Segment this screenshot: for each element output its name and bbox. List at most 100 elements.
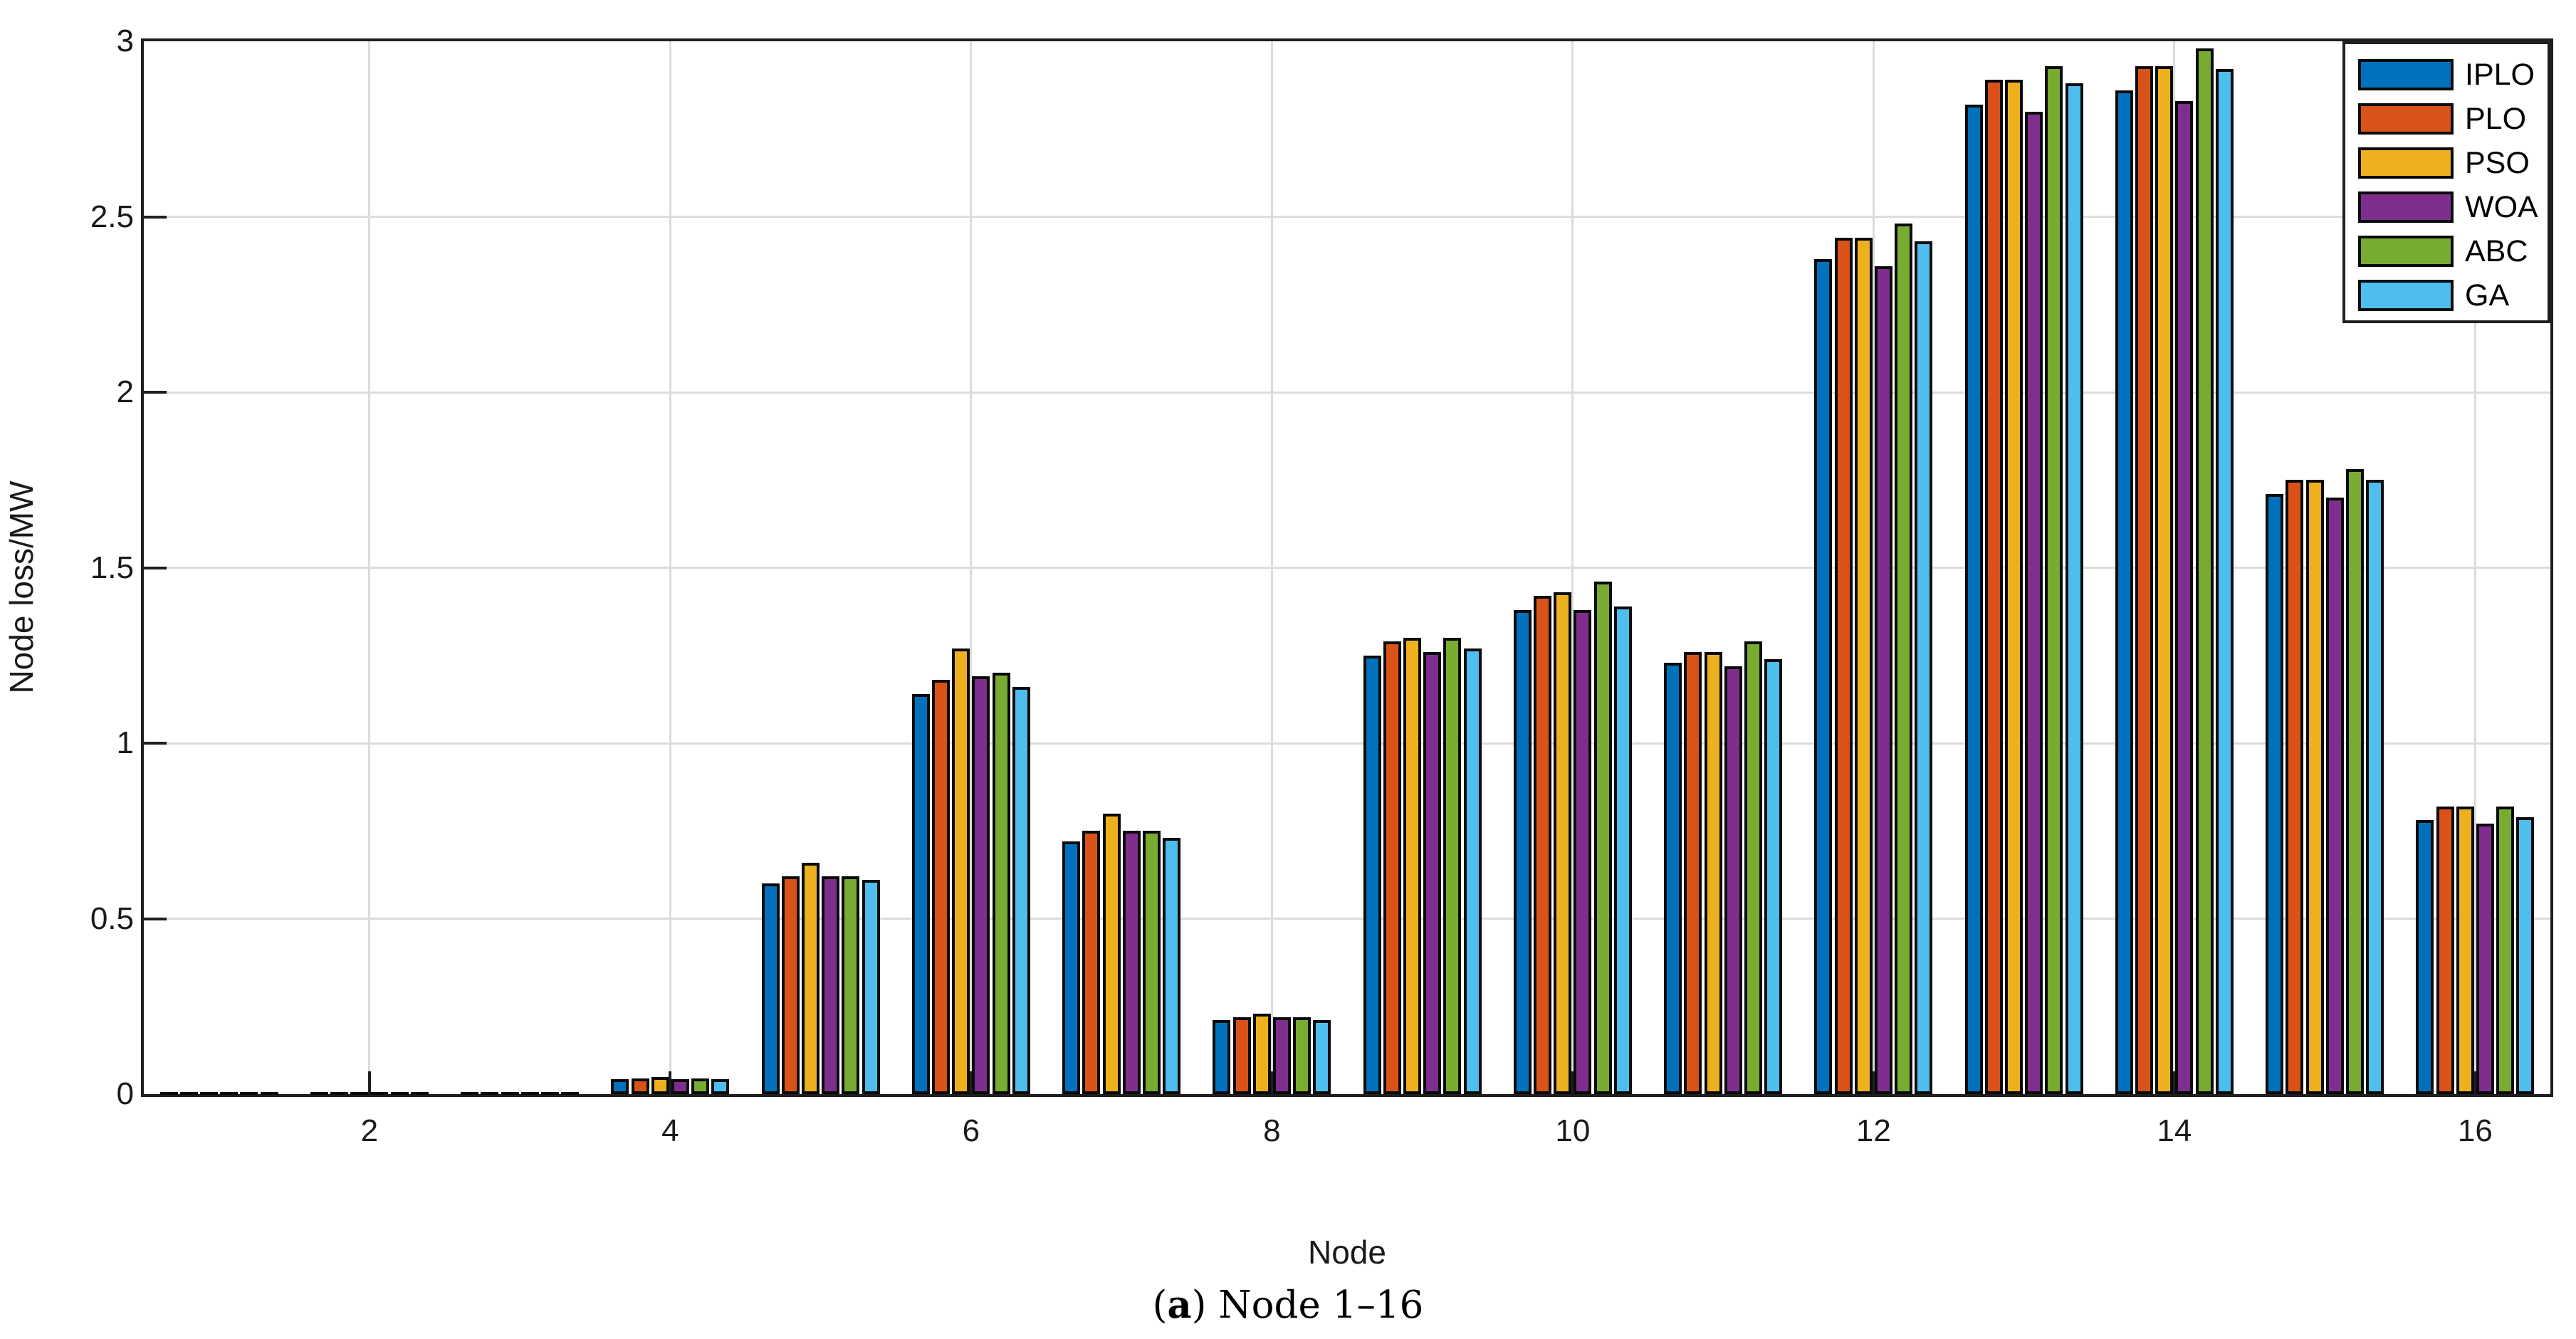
bar-iplo-node-15 bbox=[2266, 494, 2283, 1094]
bar-pso-node-4 bbox=[651, 1077, 669, 1094]
bar-pso-node-2 bbox=[350, 1092, 368, 1095]
legend-label-plo: PLO bbox=[2465, 102, 2527, 136]
bar-abc-node-10 bbox=[1594, 582, 1612, 1094]
bar-woa-node-15 bbox=[2326, 498, 2344, 1094]
bar-woa-node-12 bbox=[1875, 266, 1892, 1094]
legend-item-woa: WOA bbox=[2358, 185, 2548, 229]
x-tick-mark bbox=[1270, 1071, 1274, 1094]
bar-ga-node-1 bbox=[261, 1092, 278, 1095]
bar-ga-node-6 bbox=[1012, 687, 1030, 1094]
y-tick-label: 0.5 bbox=[90, 900, 134, 936]
v-gridline bbox=[669, 41, 671, 1094]
bar-woa-node-8 bbox=[1273, 1017, 1291, 1094]
bar-plo-node-8 bbox=[1233, 1017, 1251, 1094]
bar-abc-node-1 bbox=[240, 1092, 258, 1095]
legend-item-plo: PLO bbox=[2358, 97, 2548, 141]
bar-abc-node-14 bbox=[2196, 48, 2214, 1094]
legend-swatch-iplo bbox=[2358, 59, 2454, 90]
bar-iplo-node-14 bbox=[2115, 90, 2133, 1094]
bar-plo-node-1 bbox=[180, 1092, 198, 1095]
bar-plo-node-5 bbox=[782, 876, 800, 1094]
bar-ga-node-7 bbox=[1163, 838, 1180, 1094]
bar-iplo-node-10 bbox=[1514, 610, 1532, 1094]
x-tick-label: 14 bbox=[2157, 1113, 2192, 1148]
h-gridline bbox=[144, 742, 2550, 745]
v-gridline bbox=[2473, 41, 2476, 1094]
v-gridline bbox=[970, 41, 973, 1094]
bar-plo-node-9 bbox=[1383, 641, 1401, 1094]
legend-label-ga: GA bbox=[2465, 278, 2510, 313]
h-gridline bbox=[144, 567, 2550, 569]
caption-letter: a bbox=[1167, 1283, 1192, 1327]
bar-pso-node-3 bbox=[501, 1092, 519, 1095]
bar-abc-node-13 bbox=[2045, 66, 2063, 1094]
bar-iplo-node-16 bbox=[2416, 820, 2434, 1094]
x-tick-label: 8 bbox=[1263, 1113, 1281, 1148]
y-tick-label: 2 bbox=[116, 374, 134, 409]
h-gridline bbox=[144, 391, 2550, 394]
v-gridline bbox=[368, 41, 371, 1094]
caption-open: ( bbox=[1152, 1283, 1168, 1327]
bar-abc-node-4 bbox=[691, 1078, 709, 1094]
bar-woa-node-13 bbox=[2025, 112, 2043, 1094]
h-gridline bbox=[144, 216, 2550, 218]
bar-pso-node-11 bbox=[1705, 652, 1722, 1094]
legend-swatch-woa bbox=[2358, 191, 2454, 223]
y-tick-mark bbox=[144, 391, 167, 394]
bar-pso-node-8 bbox=[1253, 1014, 1271, 1094]
y-tick-mark bbox=[144, 742, 167, 745]
x-tick-label: 10 bbox=[1555, 1113, 1591, 1148]
bar-iplo-node-2 bbox=[310, 1092, 328, 1095]
bar-plo-node-6 bbox=[932, 680, 950, 1094]
bar-iplo-node-13 bbox=[1965, 105, 1983, 1094]
x-tick-mark bbox=[1571, 1071, 1574, 1094]
legend-swatch-abc bbox=[2358, 236, 2454, 267]
x-tick-label: 2 bbox=[360, 1113, 379, 1148]
x-tick-label: 12 bbox=[1855, 1113, 1891, 1148]
bar-woa-node-11 bbox=[1724, 666, 1742, 1094]
bar-ga-node-12 bbox=[1915, 241, 1932, 1094]
bar-ga-node-15 bbox=[2366, 480, 2384, 1094]
bar-abc-node-5 bbox=[842, 876, 859, 1094]
bar-woa-node-5 bbox=[822, 876, 839, 1094]
legend-item-pso: PSO bbox=[2358, 141, 2548, 185]
bar-plo-node-16 bbox=[2436, 807, 2454, 1094]
bar-abc-node-7 bbox=[1143, 831, 1161, 1094]
y-axis-label: Node loss/MW bbox=[3, 481, 40, 694]
bar-pso-node-5 bbox=[802, 863, 820, 1094]
bar-pso-node-10 bbox=[1554, 592, 1571, 1094]
v-gridline bbox=[2173, 41, 2176, 1094]
x-tick-label: 16 bbox=[2457, 1113, 2493, 1148]
y-tick-mark bbox=[144, 566, 167, 569]
bar-pso-node-1 bbox=[200, 1092, 218, 1095]
bar-woa-node-14 bbox=[2175, 101, 2193, 1094]
legend-label-woa: WOA bbox=[2465, 190, 2538, 224]
bar-ga-node-14 bbox=[2216, 69, 2234, 1094]
bar-ga-node-8 bbox=[1313, 1020, 1331, 1094]
bar-plo-node-3 bbox=[481, 1092, 498, 1095]
x-tick-mark bbox=[2473, 1071, 2477, 1094]
caption-rest: ) Node 1–16 bbox=[1191, 1283, 1424, 1327]
legend: IPLO PLO PSO WOA ABC GA bbox=[2342, 41, 2550, 323]
bar-ga-node-10 bbox=[1614, 607, 1632, 1094]
h-gridline bbox=[144, 918, 2550, 920]
x-tick-mark bbox=[367, 1071, 371, 1094]
y-tick-mark bbox=[144, 215, 167, 219]
bar-pso-node-13 bbox=[2005, 80, 2023, 1094]
bar-plo-node-14 bbox=[2135, 66, 2153, 1094]
bar-ga-node-13 bbox=[2065, 83, 2083, 1094]
bar-plo-node-13 bbox=[1985, 80, 2003, 1094]
bar-abc-node-16 bbox=[2496, 807, 2514, 1094]
bar-iplo-node-9 bbox=[1363, 656, 1381, 1094]
y-tick-label: 1 bbox=[116, 725, 134, 760]
y-tick-label: 2.5 bbox=[90, 199, 134, 234]
x-axis-label: Node bbox=[1308, 1234, 1386, 1271]
y-tick-label: 0 bbox=[116, 1076, 134, 1111]
bar-iplo-node-12 bbox=[1814, 259, 1832, 1094]
x-tick-mark bbox=[969, 1071, 973, 1094]
legend-item-iplo: IPLO bbox=[2358, 53, 2548, 97]
bar-plo-node-10 bbox=[1534, 596, 1551, 1094]
bar-woa-node-16 bbox=[2476, 824, 2494, 1094]
bar-woa-node-9 bbox=[1423, 652, 1441, 1094]
